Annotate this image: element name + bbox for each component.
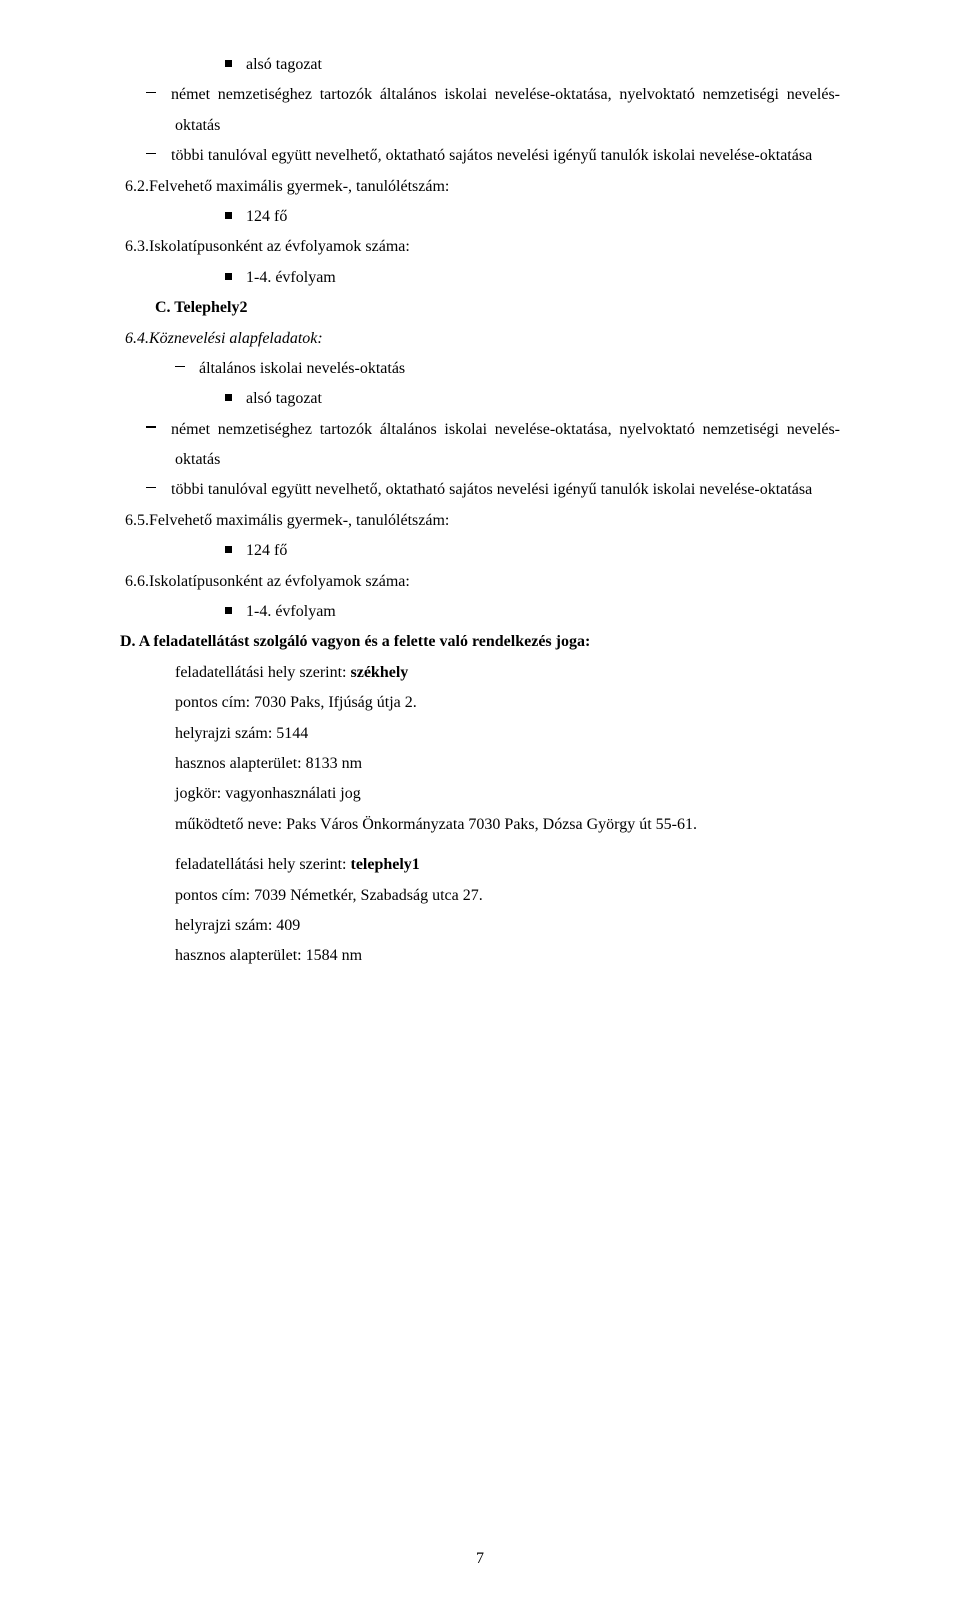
numbered-heading: 6.5.Felvehető maximális gyermek-, tanuló… <box>125 506 840 536</box>
dash-item: német nemzetiséghez tartozók általános i… <box>120 80 840 141</box>
text: többi tanulóval együtt nevelhető, oktath… <box>171 481 649 498</box>
property-line: hasznos alapterület: 1584 nm <box>175 941 840 971</box>
text: helyrajzi szám: 5144 <box>175 725 308 742</box>
section-heading: D. A feladatellátást szolgáló vagyon és … <box>120 627 840 657</box>
text: 55-61. <box>656 816 697 833</box>
section-title: Telephely2 <box>174 299 247 316</box>
property-block: feladatellátási hely szerint: székhely p… <box>175 658 840 972</box>
square-bullet-icon <box>225 60 232 67</box>
bullet-item: 1-4. évfolyam <box>225 263 840 293</box>
text: pontos cím: 7030 Paks, Ifjúság útja 2. <box>175 694 417 711</box>
section-letter: D. <box>120 633 136 650</box>
label: feladatellátási hely szerint: <box>175 664 350 681</box>
text: 1-4. évfolyam <box>246 603 336 620</box>
square-bullet-icon <box>225 273 232 280</box>
text: 6.6.Iskolatípusonként az évfolyamok szám… <box>125 573 410 590</box>
square-bullet-icon <box>225 394 232 401</box>
text: 6.3.Iskolatípusonként az évfolyamok szám… <box>125 238 410 255</box>
property-line: hasznos alapterület: 8133 nm <box>175 749 840 779</box>
property-line: pontos cím: 7030 Paks, Ifjúság útja 2. <box>175 688 840 718</box>
text: hasznos alapterület: 1584 nm <box>175 947 362 964</box>
dash-icon <box>146 153 156 154</box>
property-line: helyrajzi szám: 409 <box>175 911 840 941</box>
property-line: feladatellátási hely szerint: telephely1 <box>175 850 840 880</box>
text: 6.5.Felvehető maximális gyermek-, tanuló… <box>125 512 449 529</box>
text: alsó tagozat <box>246 56 322 73</box>
value: telephely1 <box>350 856 419 873</box>
property-line: jogkör: vagyonhasználati jog <box>175 779 840 809</box>
text: 124 fő <box>246 542 287 559</box>
dash-item: általános iskolai nevelés-oktatás <box>175 354 840 384</box>
bullet-item: 124 fő <box>225 536 840 566</box>
square-bullet-icon <box>225 212 232 219</box>
numbered-heading: 6.6.Iskolatípusonként az évfolyamok szám… <box>125 567 840 597</box>
text: 6.4.Köznevelési alapfeladatok: <box>125 330 323 347</box>
text: hasznos alapterület: 8133 nm <box>175 755 362 772</box>
text: iskolai nevelése-oktatása <box>653 147 813 164</box>
property-line: pontos cím: 7039 Németkér, Szabadság utc… <box>175 881 840 911</box>
text: alsó tagozat <box>246 390 322 407</box>
numbered-heading: 6.4.Köznevelési alapfeladatok: <box>125 324 840 354</box>
text: általános iskolai nevelés-oktatás <box>199 360 405 377</box>
document-page: alsó tagozat német nemzetiséghez tartozó… <box>0 0 960 1604</box>
page-number: 7 <box>0 1544 960 1574</box>
bullet-item: alsó tagozat <box>225 384 840 414</box>
text: pontos cím: 7039 Németkér, Szabadság utc… <box>175 887 483 904</box>
label: feladatellátási hely szerint: <box>175 856 350 873</box>
dash-item: többi tanulóval együtt nevelhető, oktath… <box>120 475 840 505</box>
bullet-item: alsó tagozat <box>225 50 840 80</box>
text: német nemzetiséghez tartozók általános i… <box>171 86 695 103</box>
dash-icon <box>146 426 156 427</box>
text: iskolai nevelése-oktatása <box>653 481 813 498</box>
property-line: helyrajzi szám: 5144 <box>175 719 840 749</box>
text: 6.2.Felvehető maximális gyermek-, tanuló… <box>125 178 449 195</box>
square-bullet-icon <box>225 607 232 614</box>
text: német nemzetiséghez tartozók általános i… <box>171 421 695 438</box>
dash-item: német nemzetiséghez tartozók általános i… <box>120 415 840 476</box>
value: székhely <box>350 664 408 681</box>
dash-icon <box>175 366 185 367</box>
dash-icon <box>146 487 156 488</box>
dash-item: többi tanulóval együtt nevelhető, oktath… <box>120 141 840 171</box>
property-line: működtető neve: Paks Város Önkormányzata… <box>175 810 840 840</box>
square-bullet-icon <box>225 546 232 553</box>
numbered-heading: 6.3.Iskolatípusonként az évfolyamok szám… <box>125 232 840 262</box>
dash-icon <box>146 92 156 93</box>
section-title: A feladatellátást szolgáló vagyon és a f… <box>139 633 591 650</box>
property-line: feladatellátási hely szerint: székhely <box>175 658 840 688</box>
text: működtető neve: Paks Város Önkormányzata… <box>175 816 652 833</box>
section-letter: C. <box>155 299 171 316</box>
text: 124 fő <box>246 208 287 225</box>
text: 1-4. évfolyam <box>246 269 336 286</box>
text: helyrajzi szám: 409 <box>175 917 300 934</box>
text: jogkör: vagyonhasználati jog <box>175 785 361 802</box>
numbered-heading: 6.2.Felvehető maximális gyermek-, tanuló… <box>125 172 840 202</box>
section-heading: C. Telephely2 <box>155 293 840 323</box>
text: többi tanulóval együtt nevelhető, oktath… <box>171 147 649 164</box>
bullet-item: 124 fő <box>225 202 840 232</box>
bullet-item: 1-4. évfolyam <box>225 597 840 627</box>
